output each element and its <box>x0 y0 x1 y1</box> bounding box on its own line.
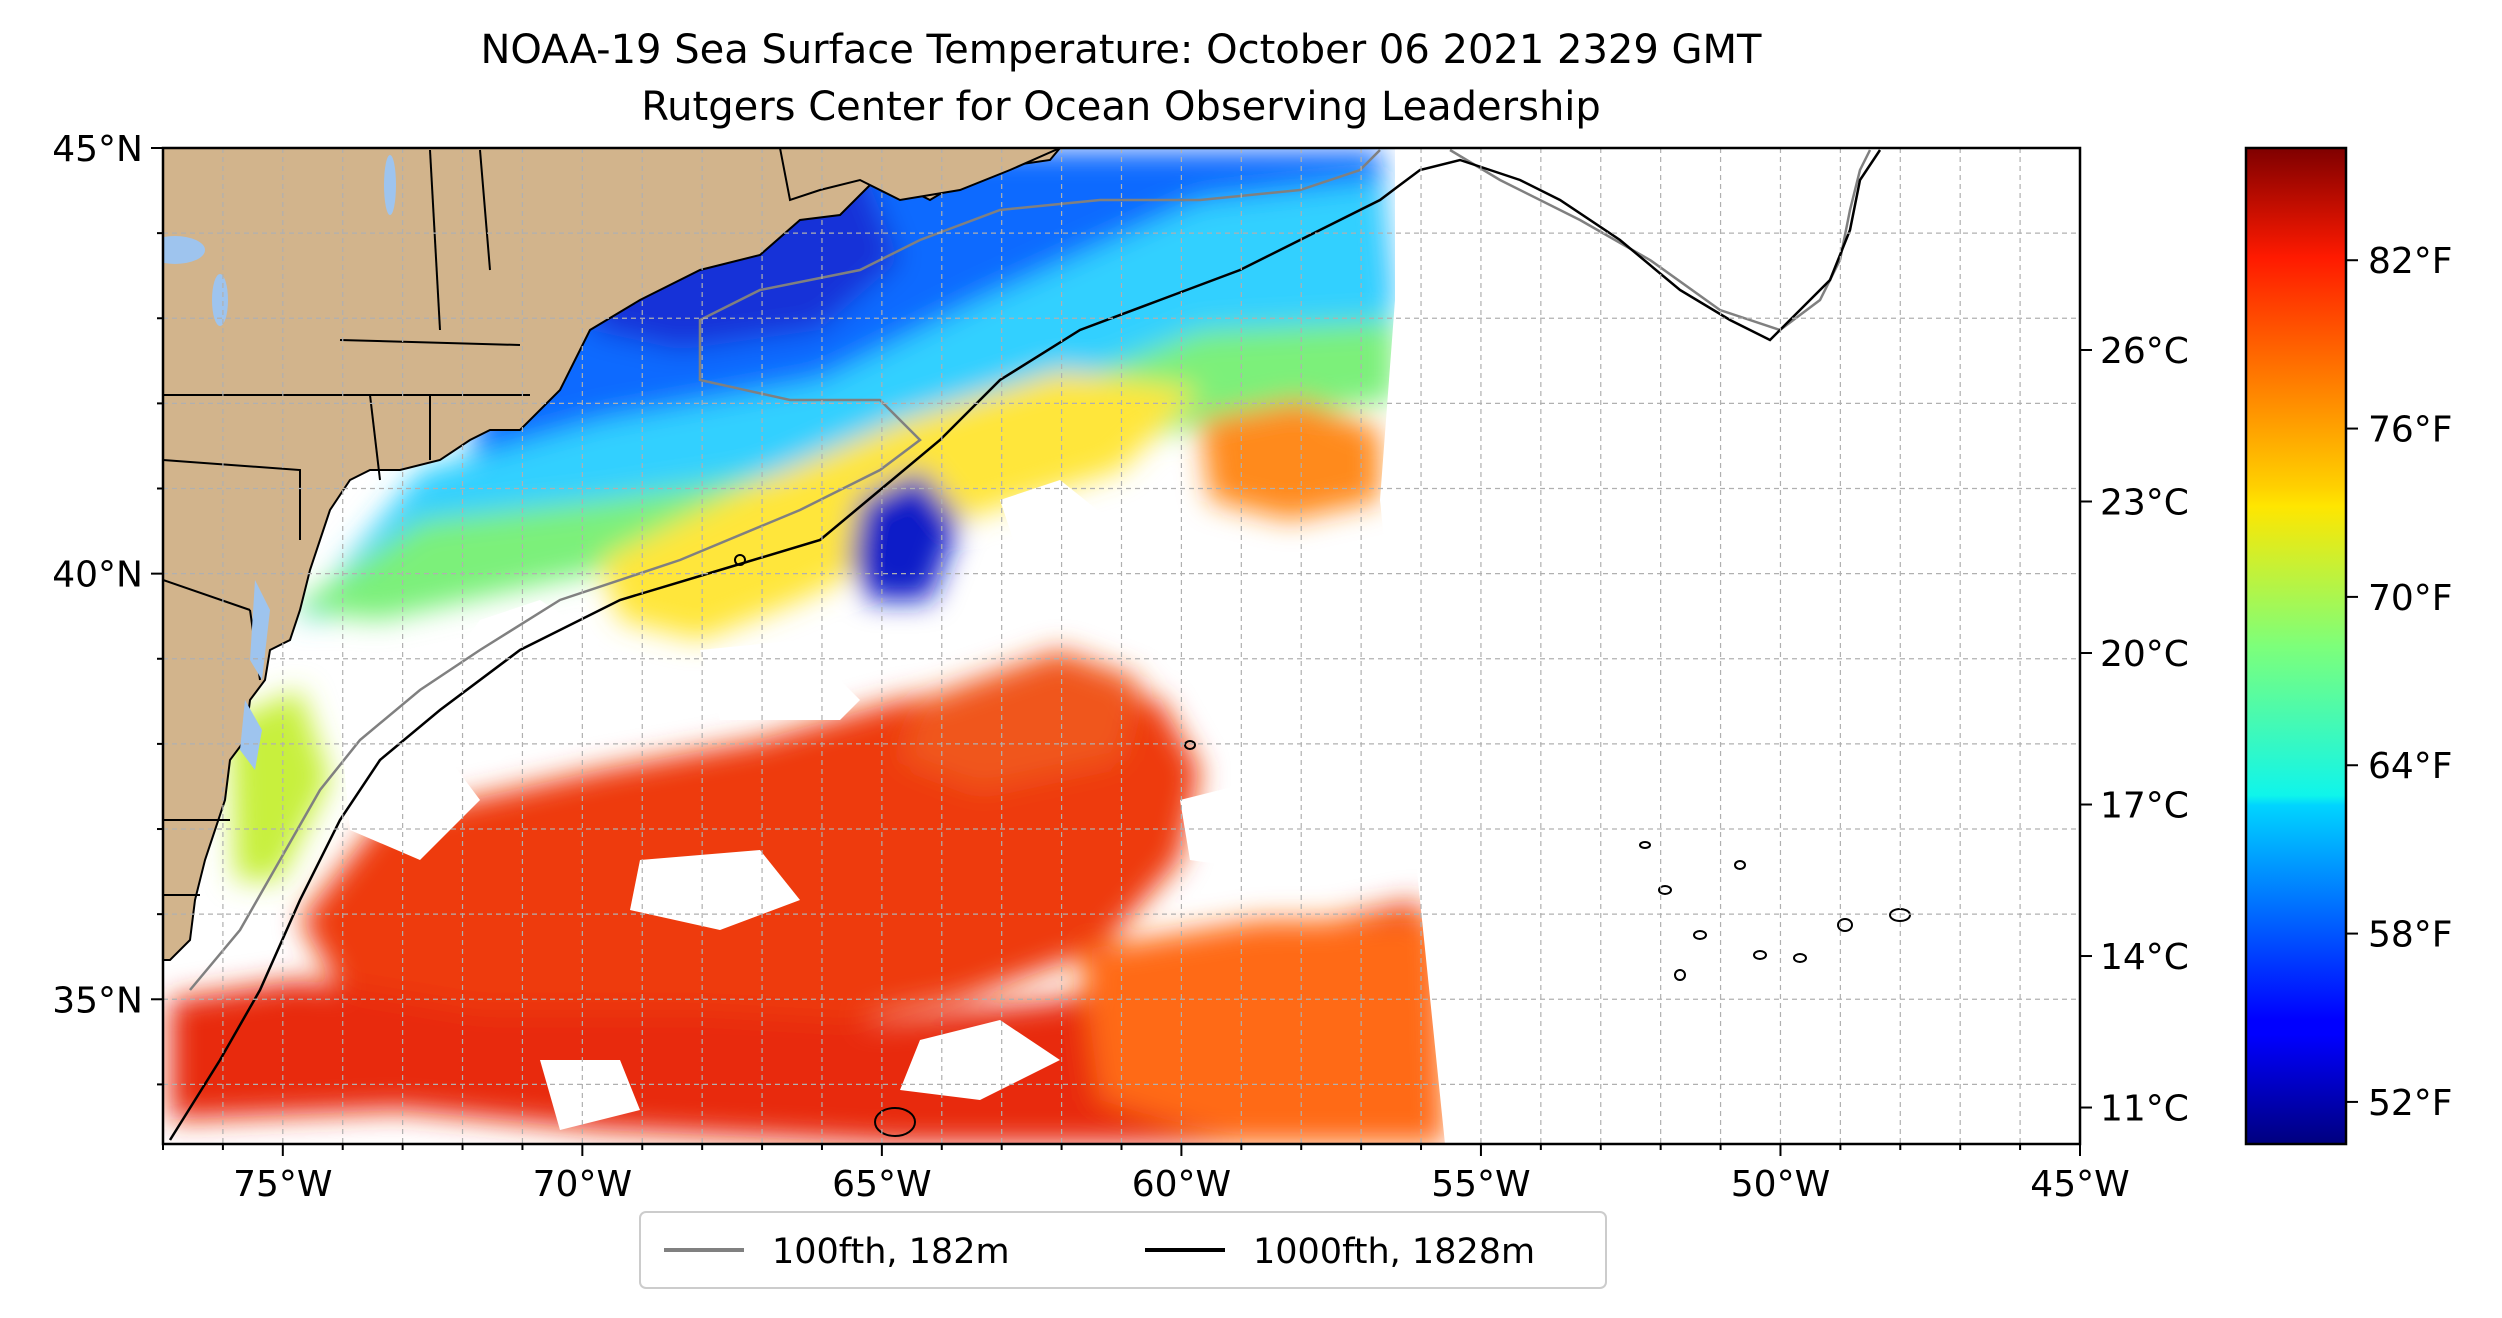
sst-warm-ring <box>900 650 1140 790</box>
lakes <box>163 155 396 770</box>
colorbar-c-tick-label: 26°C <box>2100 331 2189 372</box>
lon-tick-label: 65°W <box>832 1164 931 1205</box>
cloud-gap-7 <box>540 1060 640 1130</box>
colorbar-c-tick-label: 23°C <box>2100 483 2189 524</box>
colorbar-f-tick-label: 70°F <box>2368 578 2453 619</box>
sst-warm-core <box>1200 400 1380 520</box>
colorbar-f-tick-label: 52°F <box>2368 1083 2453 1124</box>
colorbar-c-tick-label: 11°C <box>2100 1089 2189 1130</box>
lat-tick-label: 45°N <box>52 129 143 170</box>
cloud-gap-1 <box>420 600 600 760</box>
sst-orange-east <box>1080 920 1445 1144</box>
legend-label-100fth: 100fth, 182m <box>772 1232 1010 1272</box>
cloud-gap-6 <box>900 1020 1060 1100</box>
land-nova-scotia <box>778 148 1061 202</box>
sst-cold-eddy <box>850 470 960 600</box>
isobath-1000fth <box>168 149 1882 1141</box>
legend-label-1000fth: 1000fth, 1828m <box>1253 1232 1535 1272</box>
colorbar-f-tick-label: 58°F <box>2368 915 2453 956</box>
title-line-1: NOAA-19 Sea Surface Temperature: October… <box>481 27 1763 73</box>
lat-tick-label: 40°N <box>52 555 143 596</box>
lat-tick-label: 35°N <box>52 980 143 1021</box>
cloud-gap-8 <box>1180 780 1300 870</box>
title-line-2: Rutgers Center for Ocean Observing Leade… <box>641 84 1601 130</box>
cloud-gap-2 <box>1000 480 1110 580</box>
colorbar-fahrenheit-ticks: 52°F 58°F 64°F 70°F 76°F 82°F <box>2346 241 2453 1124</box>
colorbar-f-tick-label: 64°F <box>2368 746 2453 787</box>
state-boundaries <box>163 149 530 896</box>
cloud-gap-5 <box>630 850 800 930</box>
colorbar-c-tick-label: 17°C <box>2100 786 2189 827</box>
lon-tick-label: 50°W <box>1731 1164 1830 1205</box>
longitude-axis: 75°W 70°W 65°W 60°W 55°W 50°W 45°W <box>162 1144 2130 1205</box>
colorbar-f-tick-label: 82°F <box>2368 241 2453 282</box>
legend-box <box>639 1211 1607 1289</box>
lon-tick-label: 55°W <box>1431 1164 1530 1205</box>
cloud-mask <box>340 148 2080 1144</box>
no-data-southeast <box>1420 640 1460 900</box>
latitude-axis: 45°N 40°N 35°N <box>52 129 163 1086</box>
cloud-gap-4 <box>340 720 480 860</box>
no-data-east <box>1380 148 2080 1144</box>
legend: 100fth, 182m 1000fth, 1828m <box>639 1211 1607 1289</box>
map-panel <box>163 148 2080 1144</box>
lon-tick-label: 60°W <box>1132 1164 1231 1205</box>
colorbar-celsius-ticks: 11°C 14°C 17°C 20°C 23°C 26°C <box>2080 331 2189 1130</box>
land-north-america <box>163 148 1062 961</box>
colorbar: 52°F 58°F 64°F 70°F 76°F 82°F 11°C 14°C 17°C 20°… <box>2080 146 2453 1146</box>
cloud-gap-3 <box>700 640 860 720</box>
colorbar-f-tick-label: 76°F <box>2368 410 2453 451</box>
lon-tick-label: 75°W <box>233 1164 332 1205</box>
colorbar-c-tick-label: 14°C <box>2100 937 2189 978</box>
lon-tick-label: 45°W <box>2030 1164 2129 1205</box>
seamounts <box>734 554 1911 1137</box>
gridlines <box>163 148 2080 1144</box>
colorbar-gradient <box>2244 146 2348 1146</box>
lon-tick-label: 70°W <box>533 1164 632 1205</box>
colorbar-c-tick-label: 20°C <box>2100 634 2189 675</box>
